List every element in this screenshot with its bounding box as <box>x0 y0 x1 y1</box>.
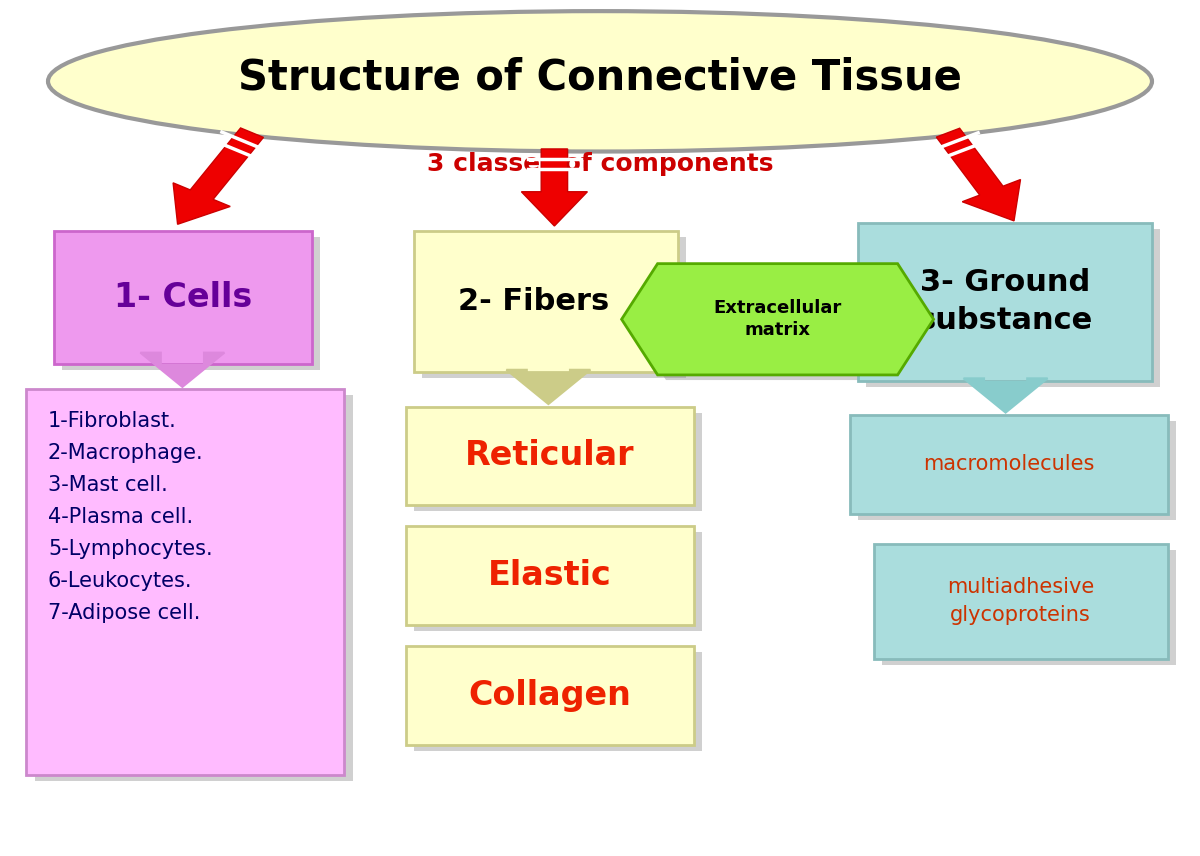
FancyBboxPatch shape <box>414 231 678 372</box>
Polygon shape <box>622 264 934 375</box>
Text: 1- Cells: 1- Cells <box>114 281 252 314</box>
Text: 3- Ground
substance: 3- Ground substance <box>917 268 1093 336</box>
Ellipse shape <box>48 11 1152 152</box>
Polygon shape <box>964 378 1048 413</box>
FancyArrow shape <box>173 128 264 224</box>
FancyBboxPatch shape <box>874 544 1168 659</box>
FancyBboxPatch shape <box>26 389 344 775</box>
Text: Collagen: Collagen <box>468 679 631 712</box>
FancyBboxPatch shape <box>858 421 1176 520</box>
FancyBboxPatch shape <box>54 231 312 364</box>
Text: Reticular: Reticular <box>464 439 635 473</box>
Polygon shape <box>140 353 224 387</box>
Text: 1-Fibroblast.
2-Macrophage.
3-Mast cell.
4-Plasma cell.
5-Lymphocytes.
6-Leukocy: 1-Fibroblast. 2-Macrophage. 3-Mast cell.… <box>48 411 212 623</box>
FancyBboxPatch shape <box>406 646 694 745</box>
FancyBboxPatch shape <box>414 413 702 511</box>
Polygon shape <box>506 370 590 404</box>
Text: Structure of Connective Tissue: Structure of Connective Tissue <box>238 56 962 98</box>
Polygon shape <box>630 269 942 380</box>
Text: 3 classes of components: 3 classes of components <box>427 152 773 176</box>
Text: Extracellular
matrix: Extracellular matrix <box>714 300 841 339</box>
FancyBboxPatch shape <box>422 237 686 378</box>
FancyBboxPatch shape <box>882 550 1176 665</box>
FancyBboxPatch shape <box>866 229 1160 387</box>
FancyBboxPatch shape <box>406 526 694 625</box>
FancyBboxPatch shape <box>35 395 353 781</box>
FancyBboxPatch shape <box>414 532 702 631</box>
FancyArrow shape <box>521 149 588 226</box>
FancyBboxPatch shape <box>850 415 1168 514</box>
Text: multiadhesive
glycoproteins: multiadhesive glycoproteins <box>947 577 1094 626</box>
FancyBboxPatch shape <box>62 237 320 370</box>
Text: 2- Fibers: 2- Fibers <box>458 288 610 316</box>
FancyBboxPatch shape <box>858 223 1152 381</box>
Text: macromolecules: macromolecules <box>923 455 1094 474</box>
FancyArrow shape <box>936 128 1020 221</box>
Text: Elastic: Elastic <box>487 559 612 592</box>
FancyBboxPatch shape <box>406 407 694 505</box>
FancyBboxPatch shape <box>414 652 702 751</box>
